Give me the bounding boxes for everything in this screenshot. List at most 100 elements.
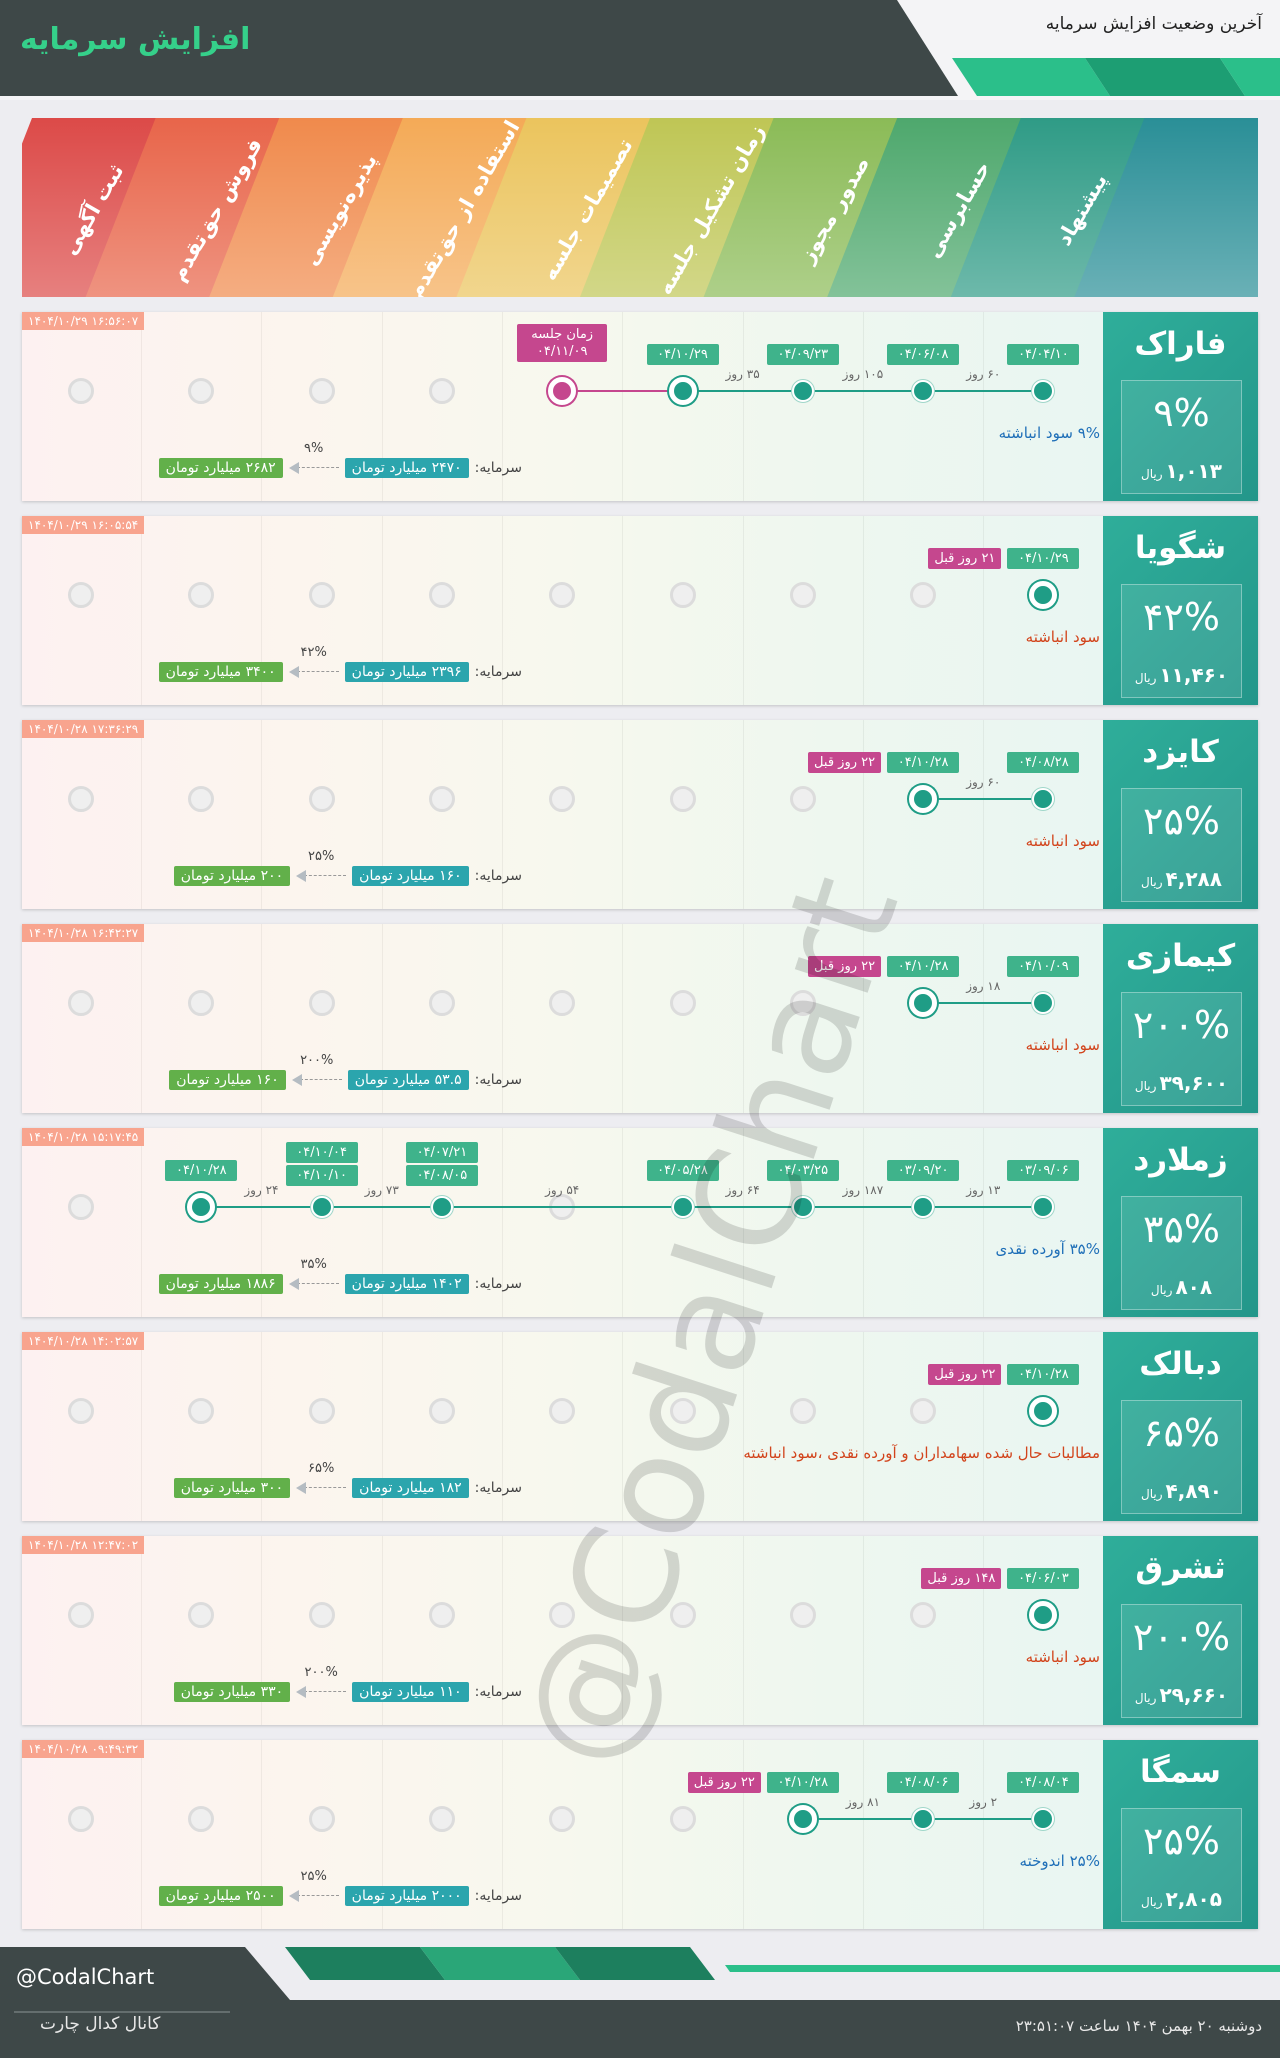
stage-date: ۰۴/۰۸/۰۴ <box>1007 1772 1080 1793</box>
column-divider <box>742 1332 744 1521</box>
stage-date: ۰۴/۰۶/۰۸ <box>887 344 960 365</box>
column-divider <box>261 1128 263 1317</box>
timeline-segment <box>802 1818 924 1820</box>
capital-arrow: ۲۰۰% <box>291 1053 342 1093</box>
column-divider <box>381 516 383 705</box>
percent: ۳۵% <box>1143 1207 1220 1251</box>
empty-stage <box>789 990 816 1016</box>
symbol-stats: ۶۵% ریال ۴,۸۹۰ <box>1121 1400 1242 1514</box>
growth-percent: ۲۵% <box>300 1869 327 1884</box>
arrow-line <box>304 1691 347 1692</box>
symbol-stats: ۲۵% ریال ۴,۲۸۸ <box>1121 788 1242 902</box>
arrow-head <box>288 462 299 474</box>
capital-after: ۳۴۰۰ میلیارد تومان <box>158 662 283 682</box>
gap-label: ۲۴ روز <box>244 1183 279 1197</box>
arrow-head <box>288 666 299 678</box>
gap-label: ۱۸ روز <box>966 979 1001 993</box>
company-card: ۱۴۰۴/۱۰/۲۸ ۱۴:۰۲:۵۷ ۰۴/۱۰/۲۸ ۲۲ روز قبل مطا… <box>22 1332 1258 1521</box>
column-divider <box>141 1740 142 1929</box>
gap-label: ۷۳ روز <box>364 1183 399 1197</box>
timeline-segment <box>802 1206 924 1208</box>
capital-label: سرمایه: <box>474 1888 522 1904</box>
column-divider <box>862 1128 864 1317</box>
footer-channel: کانال کدال چارت <box>40 2014 161 2034</box>
column-divider <box>742 312 744 501</box>
stage-done <box>912 380 935 402</box>
column-divider <box>501 516 503 705</box>
empty-stage <box>789 1602 816 1628</box>
gap-label: ۶۰ روز <box>966 367 1001 381</box>
price: ۴,۸۹۰ <box>1165 1479 1222 1503</box>
symbol-name: کیمازی <box>1125 938 1236 974</box>
current-stage <box>788 1805 817 1833</box>
currency: ریال <box>1134 1079 1157 1093</box>
stage-date: ۰۴/۰۸/۲۸ <box>1007 752 1080 773</box>
capital-row: سرمایه: ۱۸۲ میلیارد تومان ۶۵% ۳۰۰ میلیارد ت… <box>173 1461 522 1501</box>
growth-percent: ۴۲% <box>300 645 327 660</box>
column-divider <box>141 720 142 909</box>
column-divider <box>983 1536 985 1725</box>
capital-row: سرمایه: ۲۰۰۰ میلیارد تومان ۲۵% ۲۵۰۰ میلیارد… <box>158 1869 522 1909</box>
company-card: ۱۴۰۴/۱۰/۲۹ ۱۶:۰۵:۵۴ ۰۴/۱۰/۲۹ ۲۱ روز قبل سود… <box>22 516 1258 705</box>
days-ago-badge: ۲۲ روز قبل <box>808 752 882 773</box>
symbol-stats: ۲۰۰% ریال ۳۹,۶۰۰ <box>1121 992 1242 1106</box>
symbol-panel: کیمازی ۲۰۰% ریال ۳۹,۶۰۰ <box>1103 924 1258 1113</box>
stage-done <box>791 1196 814 1218</box>
stage-done <box>1032 992 1055 1014</box>
percent: ۲۵% <box>1143 1819 1220 1863</box>
funding-source: سود انباشته <box>1025 1036 1100 1054</box>
empty-stage <box>308 378 335 404</box>
timestamp: ۱۴۰۴/۱۰/۲۹ ۱۶:۵۶:۰۷ <box>22 312 145 330</box>
growth-percent: ۳۵% <box>300 1257 327 1272</box>
growth-percent: ۲۰۰% <box>300 1053 334 1068</box>
company-card: ۱۴۰۴/۱۰/۲۹ ۱۶:۵۶:۰۷ ۶۰ روز ۱۰۵ روز ۳۵ روز ۰۴… <box>22 312 1258 501</box>
timeline-segment <box>923 1818 1044 1820</box>
company-card: ۱۴۰۴/۱۰/۲۸ ۱۷:۳۶:۲۹ ۶۰ روز ۰۴/۰۸/۲۸ ۰۴/۱۰/۲… <box>22 720 1258 909</box>
capital-row: سرمایه: ۱۴۰۲ میلیارد تومان ۳۵% ۱۸۸۶ میلیارد… <box>158 1257 522 1297</box>
column-divider <box>381 1128 383 1317</box>
column-divider <box>381 312 383 501</box>
capital-label: سرمایه: <box>474 664 522 680</box>
stage-date: ۰۴/۰۹/۲۳ <box>766 344 839 365</box>
footer-bg <box>0 1940 1280 2058</box>
column-divider <box>983 924 985 1113</box>
column-divider <box>261 720 263 909</box>
price-row: ریال ۸۰۸ <box>1122 1275 1241 1299</box>
column-divider <box>622 924 624 1113</box>
empty-stage <box>308 1398 335 1424</box>
price: ۱۱,۴۶۰ <box>1159 663 1229 687</box>
arrow-head <box>296 1686 307 1698</box>
column-divider <box>501 924 503 1113</box>
arrow-head <box>291 1074 302 1086</box>
capital-arrow: ۹% <box>288 441 339 481</box>
capital-after: ۳۰۰ میلیارد تومان <box>173 1478 291 1498</box>
symbol-panel: زملارد ۳۵% ریال ۸۰۸ <box>1103 1128 1258 1317</box>
column-divider <box>501 720 503 909</box>
symbol-name: دبالک <box>1139 1346 1222 1382</box>
empty-stage <box>428 1602 455 1628</box>
capital-after: ۲۰۰ میلیارد تومان <box>173 866 291 886</box>
price-row: ریال ۴,۸۹۰ <box>1122 1479 1241 1503</box>
stage-date: ۰۴/۱۰/۲۸ <box>887 752 960 773</box>
symbol-name: زملارد <box>1133 1142 1228 1178</box>
stage-date: ۰۴/۱۰/۲۸ <box>766 1772 839 1793</box>
empty-stage <box>549 582 576 608</box>
empty-stage <box>910 1398 937 1424</box>
empty-stage <box>68 990 94 1016</box>
capital-arrow: ۲۰۰% <box>296 1665 347 1705</box>
empty-stage <box>669 786 696 812</box>
stage-date: ۰۴/۰۶/۰۳ <box>1007 1568 1080 1589</box>
timeline-segment <box>923 1206 1044 1208</box>
capital-before: ۵۳.۵ میلیارد تومان <box>347 1070 469 1090</box>
stage-date: ۰۴/۰۵/۲۸ <box>646 1160 719 1181</box>
empty-stage <box>428 582 455 608</box>
capital-arrow: ۲۵% <box>288 1869 339 1909</box>
gap-label: ۳۵ روز <box>725 367 760 381</box>
gap-label: ۲ روز <box>969 1795 998 1809</box>
funding-source: سود انباشته <box>1025 628 1100 646</box>
empty-stage <box>188 1602 215 1628</box>
timeline-segment <box>321 1206 442 1208</box>
header-bg <box>0 0 1280 100</box>
funding-source: ۳۵% آورده نقدی <box>995 1240 1100 1258</box>
column-divider <box>381 1740 383 1929</box>
